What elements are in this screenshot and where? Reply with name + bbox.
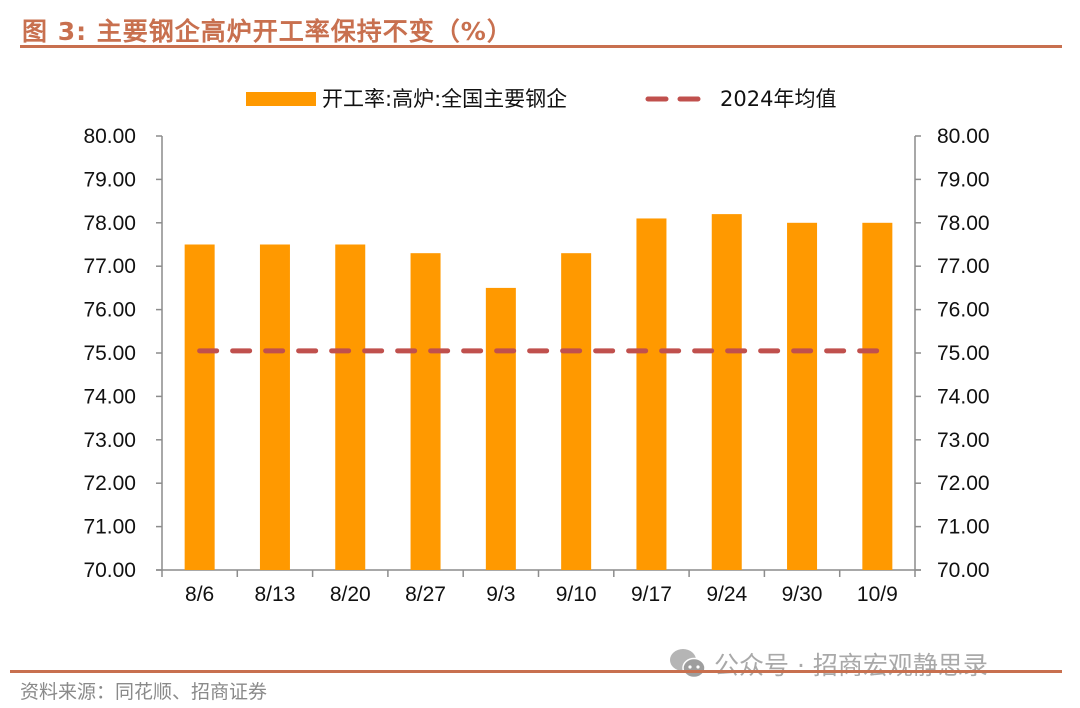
x-tick-label: 8/20 [330,583,371,606]
y-tick-label-left: 73.00 [83,429,136,452]
bar [862,222,893,571]
x-tick-label: 10/9 [857,583,898,606]
bar [259,244,290,570]
y-tick-label-left: 71.00 [83,516,136,539]
chart-title: 图 3: 主要钢企高炉开工率保持不变（%） [22,17,513,46]
y-tick-label-right: 72.00 [937,472,990,495]
bar [410,253,441,570]
y-axis-right-labels: 80.00 79.00 78.00 77.00 76.00 75.00 74.00 73.00… [937,125,990,582]
title-divider [20,45,1062,48]
y-tick-label-right: 78.00 [937,212,990,235]
y-tick-label-left: 77.00 [83,255,136,278]
y-axis-left-labels: 80.00 79.00 78.00 77.00 76.00 75.00 74.00 73.00… [83,125,136,582]
y-tick-label-left: 80.00 [83,125,136,148]
y-tick-label-right: 75.00 [937,342,990,365]
bar [561,253,592,570]
y-tick-label-left: 75.00 [83,342,136,365]
y-tick-label-right: 74.00 [937,385,990,408]
y-tick-label-right: 80.00 [937,125,990,148]
y-tick-label-right: 77.00 [937,255,990,278]
legend: 开工率:高炉:全国主要钢企 2024年均值 [246,87,836,111]
y-tick-label-left: 70.00 [83,559,136,582]
x-axis-labels: 8/6 8/13 8/20 8/27 9/3 9/10 9/17 9/24 9/30 10/9 [185,583,898,606]
watermark-text: 公众号 · 招商宏观静思录 [714,651,988,680]
y-tick-label-left: 76.00 [83,299,136,322]
bar [184,244,215,570]
y-tick-label-right: 73.00 [937,429,990,452]
x-tick-label: 9/30 [782,583,823,606]
y-tick-label-right: 71.00 [937,516,990,539]
legend-bar-swatch [246,92,316,106]
footer-divider [10,670,1062,673]
x-tick-label: 8/27 [405,583,446,606]
wechat-icon [670,649,706,679]
x-tick-label: 9/24 [706,583,747,606]
bar-chart: 开工率:高炉:全国主要钢企 2024年均值 80.00 79.00 78.00 77.… [83,87,990,606]
x-tick-label: 9/3 [486,583,515,606]
y-tick-label-left: 74.00 [83,385,136,408]
watermark: 公众号 · 招商宏观静思录 [668,646,988,682]
legend-bar-label: 开工率:高炉:全国主要钢企 [322,87,567,111]
bar [787,222,818,571]
bar [335,244,366,570]
source-note: 资料来源：同花顺、招商证券 [20,681,268,703]
bar [711,214,742,570]
y-tick-label-right: 76.00 [937,299,990,322]
bar [485,287,516,570]
y-tick-label-left: 78.00 [83,212,136,235]
y-tick-label-right: 70.00 [937,559,990,582]
x-tick-label: 8/6 [185,583,214,606]
y-tick-label-left: 79.00 [83,168,136,191]
legend-line-label: 2024年均值 [720,87,836,111]
y-tick-label-left: 72.00 [83,472,136,495]
y-tick-label-right: 79.00 [937,168,990,191]
x-tick-label: 8/13 [255,583,296,606]
bars-group [184,214,893,571]
x-tick-label: 9/17 [631,583,672,606]
x-tick-label: 9/10 [556,583,597,606]
bar [636,218,667,570]
